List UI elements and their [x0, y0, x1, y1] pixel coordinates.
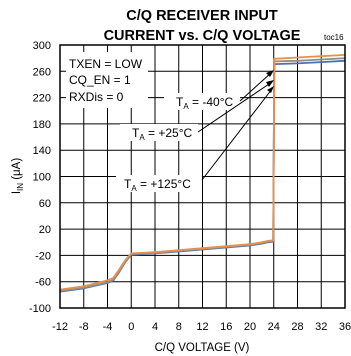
annotation-plus25-arrowhead — [266, 80, 274, 87]
x-tick-label: -12 — [52, 321, 68, 333]
y-tick-label: 20 — [39, 224, 51, 236]
condition-txen: TXEN = LOW — [69, 57, 143, 71]
plot-frame — [59, 44, 346, 309]
y-tick-label: -60 — [35, 277, 51, 289]
series-line-3 — [59, 54, 346, 291]
annotation-plus125-arrowhead — [267, 86, 274, 93]
tick-labels: -12 -8 -4 0 4 8 12 16 20 24 28 32 36 300 260 220 180 140 1… — [29, 40, 351, 333]
x-tick-label: -4 — [103, 321, 113, 333]
x-tick-label: 0 — [128, 321, 134, 333]
y-tick-label: -20 — [35, 250, 51, 262]
annotation-plus25: TA = +25°C — [120, 80, 274, 142]
y-tick-label: 180 — [33, 119, 51, 131]
conditions-background — [66, 52, 148, 108]
annotation-plus25-label: TA = +25°C — [132, 126, 193, 142]
annotation-minus40-leader — [239, 71, 273, 102]
annotation-minus40-arrowhead — [266, 70, 274, 77]
x-tick-label: 36 — [339, 321, 351, 333]
annotation-plus125-leader — [201, 88, 273, 181]
y-tick-label: 300 — [33, 40, 51, 52]
x-tick-label: 12 — [196, 321, 208, 333]
x-tick-label: 20 — [244, 321, 256, 333]
x-tick-label: 28 — [291, 321, 303, 333]
annotation-plus125: TA = +125°C — [116, 86, 274, 193]
annotation-plus25-background — [120, 124, 198, 141]
y-tick-label: 260 — [33, 66, 51, 78]
annotation-plus25-leader — [197, 81, 273, 133]
y-tick-label: 60 — [39, 198, 51, 210]
y-tick-label: 100 — [33, 172, 51, 184]
condition-rxdis: RXDis = 0 — [69, 90, 124, 104]
x-tick-label: -8 — [79, 321, 89, 333]
y-tick-label: 220 — [33, 93, 51, 105]
y-tick-label: -100 — [29, 303, 51, 315]
annotation-plus125-background — [116, 175, 202, 192]
chart-title-line-1: C/Q RECEIVER INPUT — [126, 8, 278, 24]
x-tick-label: 24 — [268, 321, 280, 333]
conditions-block: TXEN = LOW CQ_EN = 1 RXDis = 0 — [66, 52, 148, 108]
annotation-minus40-label: TA = -40°C — [176, 95, 234, 111]
chart-title-line-2: CURRENT vs. C/Q VOLTAGE — [104, 28, 301, 44]
annotation-minus40-background — [164, 93, 240, 110]
x-tick-label: 8 — [176, 321, 182, 333]
x-axis-label: C/Q VOLTAGE (V) — [155, 342, 250, 354]
annotation-plus125-label: TA = +125°C — [124, 177, 191, 193]
y-axis-label: IIN (μA) — [11, 158, 25, 195]
x-tick-label: 16 — [220, 321, 232, 333]
x-tick-label: 32 — [315, 321, 327, 333]
series-group — [59, 54, 346, 293]
figure-tag: toc16 — [324, 33, 344, 42]
annotations: TA = -40°C TA = +25°C TA = +125°C — [116, 70, 274, 193]
x-tick-label: 4 — [152, 321, 158, 333]
y-tick-label: 140 — [33, 145, 51, 157]
annotation-minus40: TA = -40°C — [164, 70, 274, 111]
condition-cq-en: CQ_EN = 1 — [69, 73, 131, 87]
y-axis-label-text: IIN (μA) — [11, 158, 25, 195]
